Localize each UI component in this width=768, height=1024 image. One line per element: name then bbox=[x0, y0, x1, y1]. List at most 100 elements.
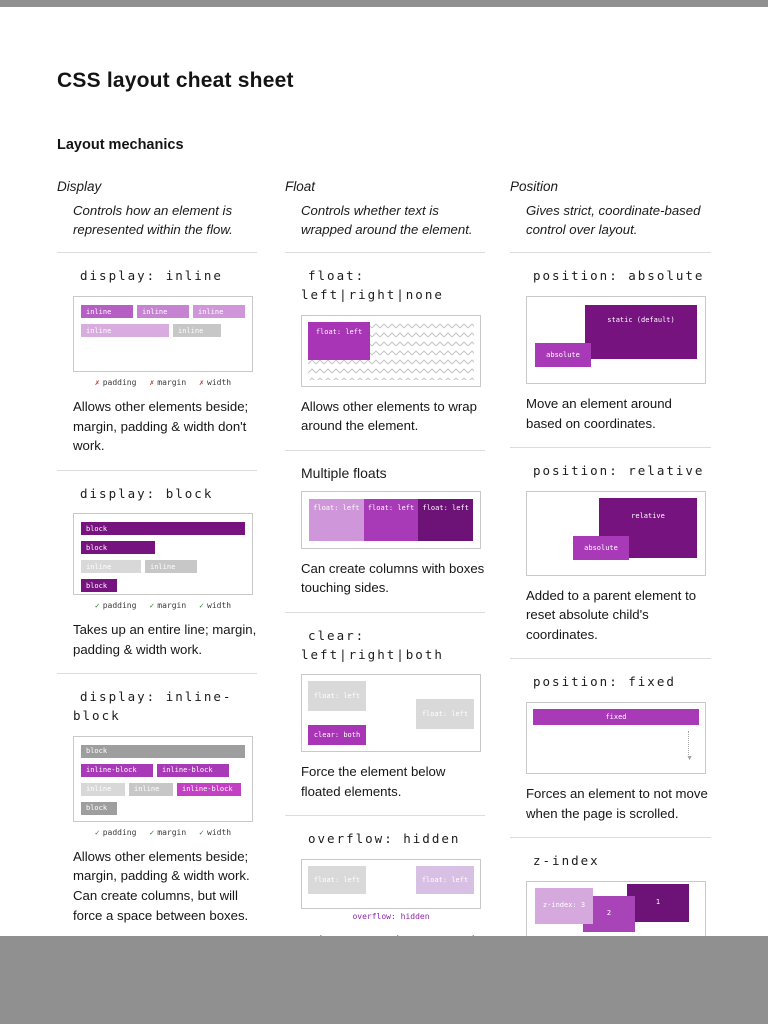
code-clear: clear: left|right|both bbox=[301, 627, 444, 662]
section-heading: Layout mechanics bbox=[57, 137, 184, 153]
diagram-row: block bbox=[81, 801, 245, 815]
cross-icon: ✗ bbox=[94, 378, 100, 388]
section-text-clipped: Make a parent element stretch around flo… bbox=[301, 931, 485, 936]
three-column-layout: Display Controls how an element is repre… bbox=[57, 179, 711, 936]
diagram-row: block bbox=[81, 541, 245, 555]
multiple-floats-heading: Multiple floats bbox=[301, 464, 387, 481]
block-bar: block bbox=[81, 522, 245, 536]
check-item: ✓ width bbox=[199, 827, 232, 837]
check-item: ✓ padding bbox=[94, 601, 137, 611]
float-left-box: float: left bbox=[416, 866, 474, 895]
check-item: ✓ margin bbox=[149, 827, 187, 837]
diagram-position-absolute: static (default) absolute bbox=[526, 296, 706, 385]
section-display-inline: display: inline inline inline inline inl… bbox=[57, 252, 257, 469]
section-text: Allows other elements beside; margin, pa… bbox=[73, 848, 250, 923]
section-text: Force the element below floated elements… bbox=[301, 764, 446, 799]
column-position-intro: Gives strict, coordinate-based control o… bbox=[526, 203, 701, 238]
diagram-row: block bbox=[81, 579, 245, 593]
code-position-relative: position: relative bbox=[533, 463, 705, 479]
scroll-dotted-line bbox=[688, 731, 689, 758]
section-z-index: z-index z-index: 3 2 1 bbox=[510, 837, 711, 936]
check-icon: ✓ bbox=[149, 601, 155, 611]
check-item: ✓ width bbox=[199, 601, 232, 611]
block-bar: block bbox=[81, 744, 245, 758]
cross-icon: ✗ bbox=[199, 378, 204, 388]
code-overflow-hidden: overflow: hidden bbox=[308, 831, 461, 847]
code-display-inline: display: inline bbox=[80, 268, 223, 284]
overflow-hidden-caption: overflow: hidden bbox=[352, 912, 430, 922]
code-position-absolute: position: absolute bbox=[533, 268, 705, 284]
section-display-block: display: block block block inline inline bbox=[57, 469, 257, 674]
column-display-intro: Controls how an element is represented w… bbox=[73, 203, 233, 238]
section-clear: clear: left|right|both float: left float… bbox=[285, 611, 485, 816]
inline-block-box: inline-block bbox=[81, 763, 153, 777]
block-bar: block bbox=[81, 801, 117, 815]
float-left-box: float: left bbox=[308, 681, 366, 712]
static-default-box: static (default) bbox=[585, 305, 697, 360]
cross-icon: ✗ bbox=[149, 378, 155, 388]
support-checklist: ✓ padding ✓ margin ✓ width bbox=[73, 828, 253, 837]
diagram-position-relative: relative absolute bbox=[526, 490, 706, 576]
inline-block-box: inline-block bbox=[157, 763, 229, 777]
inline-box: inline bbox=[137, 305, 189, 319]
check-item: ✗ margin bbox=[149, 378, 187, 388]
section-text: Added to a parent element to reset absol… bbox=[526, 587, 697, 642]
document-page: CSS layout cheat sheet Layout mechanics … bbox=[0, 7, 768, 936]
section-text: Can create columns with boxes touching s… bbox=[301, 560, 485, 596]
diagram-row: block bbox=[81, 522, 245, 536]
column-float: Float Controls whether text is wrapped a… bbox=[285, 179, 485, 936]
z-index-3-box: z-index: 3 bbox=[535, 888, 593, 924]
block-bar: block bbox=[81, 541, 155, 555]
code-position-fixed: position: fixed bbox=[533, 674, 676, 690]
z-index-1-box: 1 bbox=[627, 884, 689, 922]
section-text: Takes up an entire line; margin, padding… bbox=[73, 622, 257, 657]
block-bar: block bbox=[81, 579, 117, 593]
float-left-box: float: left bbox=[363, 498, 419, 541]
column-position-header: Position bbox=[510, 179, 559, 194]
float-left-box: float: left bbox=[418, 498, 474, 541]
code-display-inline-block: display: inline-block bbox=[73, 689, 233, 724]
fixed-bar: fixed bbox=[533, 709, 699, 726]
section-position-relative: position: relative relative absolute Add… bbox=[510, 447, 711, 658]
check-item: ✓ padding bbox=[94, 827, 137, 837]
absolute-box: absolute bbox=[573, 535, 629, 560]
check-icon: ✓ bbox=[94, 601, 100, 611]
diagram-row: inline inline bbox=[81, 324, 245, 338]
check-icon: ✓ bbox=[199, 601, 204, 611]
check-icon: ✓ bbox=[94, 827, 100, 837]
page-content: CSS layout cheat sheet Layout mechanics … bbox=[0, 69, 768, 936]
clear-both-box: clear: both bbox=[308, 725, 366, 746]
float-left-box: float: left bbox=[308, 321, 370, 360]
check-icon: ✓ bbox=[149, 827, 155, 837]
diagram-display-block: block block inline inline block bbox=[73, 513, 253, 596]
inline-block-box: inline-block bbox=[177, 782, 241, 796]
section-position-absolute: position: absolute static (default) abso… bbox=[510, 252, 711, 447]
diagram-row: inline inline inline bbox=[81, 305, 245, 319]
diagram-display-inline: inline inline inline inline inline bbox=[73, 296, 253, 373]
diagram-row: block bbox=[81, 744, 245, 758]
check-item: ✓ margin bbox=[149, 601, 187, 611]
section-text: Allows other elements beside; margin, pa… bbox=[73, 399, 249, 454]
page-title: CSS layout cheat sheet bbox=[57, 69, 294, 92]
float-left-box: float: left bbox=[309, 498, 364, 541]
column-float-header: Float bbox=[285, 179, 316, 194]
diagram-overflow-hidden: float: left float: left bbox=[301, 859, 481, 910]
column-position: Position Gives strict, coordinate-based … bbox=[510, 179, 711, 936]
diagram-row: inline-block inline-block bbox=[81, 763, 245, 777]
diagram-clear: float: left float: left clear: both bbox=[301, 674, 481, 753]
section-text: Allows other elements to wrap around the… bbox=[301, 398, 477, 434]
diagram-position-fixed: fixed ▼ bbox=[526, 702, 706, 775]
scroll-down-arrow-icon: ▼ bbox=[686, 755, 693, 763]
section-display-inline-block: display: inline-block block inline-block… bbox=[57, 673, 257, 936]
section-text: Move an element around based on coordina… bbox=[526, 396, 672, 431]
diagram-display-inline-block: block inline-block inline-block inline i… bbox=[73, 735, 253, 822]
inline-box: inline bbox=[173, 324, 221, 338]
column-float-intro: Controls whether text is wrapped around … bbox=[301, 203, 473, 238]
code-display-block: display: block bbox=[80, 485, 214, 501]
diagram-float: float: left bbox=[301, 314, 481, 387]
check-item: ✗ width bbox=[199, 378, 232, 388]
inline-box: inline bbox=[145, 560, 197, 574]
support-checklist: ✓ padding ✓ margin ✓ width bbox=[73, 601, 253, 610]
diagram-multiple-floats: float: left float: left float: left bbox=[301, 490, 481, 549]
diagram-row: inline inline inline-block bbox=[81, 782, 245, 796]
